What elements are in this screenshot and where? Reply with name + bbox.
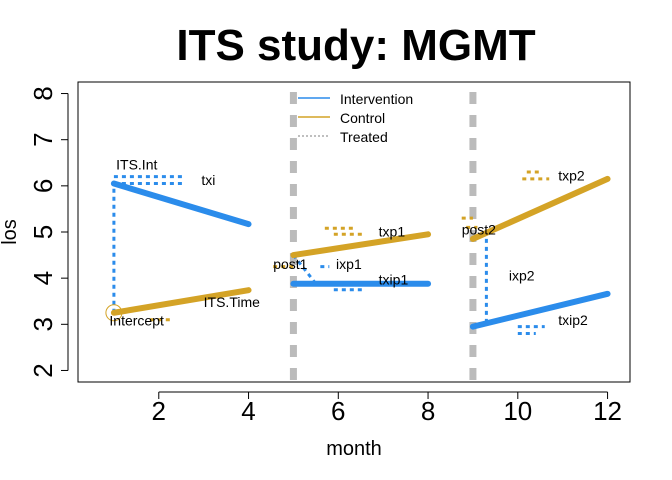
y-axis-label: los [0, 219, 21, 245]
series-lines [110, 175, 611, 330]
annotation-label: ixp2 [509, 267, 535, 283]
x-axis: 2 4 6 8 10 12 [152, 391, 622, 426]
x-tick-label: 10 [503, 396, 532, 426]
chart-title: ITS study: MGMT [176, 21, 535, 70]
effect-connectors [112, 170, 550, 336]
y-tick-label: 7 [28, 132, 58, 146]
annotation-label: ITS.Time [204, 294, 260, 310]
control-segment [110, 287, 252, 316]
x-tick-label: 4 [241, 396, 255, 426]
y-tick-label: 4 [28, 271, 58, 285]
x-tick-label: 6 [331, 396, 345, 426]
control-segment [469, 175, 611, 242]
intervention-segment [110, 180, 252, 228]
annotations: ITS.Int txi Intercept ITS.Time post1 ixp1 txp1… [109, 157, 588, 329]
x-tick-label: 2 [152, 396, 166, 426]
plot-frame [77, 81, 631, 383]
control-segment [290, 231, 432, 259]
annotation-label: txi [201, 172, 215, 188]
y-tick-label: 5 [28, 225, 58, 239]
annotation-label: txip2 [558, 312, 588, 328]
legend: Intervention Control Treated [298, 91, 413, 145]
intervention-segment [469, 290, 611, 330]
annotation-label: post1 [273, 256, 307, 272]
y-tick-label: 6 [28, 179, 58, 193]
y-axis: 2 3 4 5 6 7 8 [28, 86, 69, 378]
intercept-marker-group [105, 304, 123, 322]
x-axis-label: month [326, 438, 382, 460]
annotation-label: ixp1 [336, 256, 362, 272]
annotation-label: txp2 [558, 167, 585, 183]
x-tick-label: 8 [421, 396, 435, 426]
annotation-label: txip1 [379, 272, 409, 288]
ixp1-connector [292, 254, 318, 285]
x-tick-label: 12 [593, 396, 622, 426]
annotation-label: ITS.Int [116, 157, 157, 173]
y-tick-label: 8 [28, 86, 58, 100]
intercept-marker [105, 304, 123, 322]
legend-label-control: Control [340, 110, 385, 126]
legend-label-treated: Treated [340, 129, 388, 145]
annotation-label: txp1 [379, 224, 406, 240]
y-tick-label: 2 [28, 363, 58, 377]
annotation-label: Intercept [109, 313, 164, 329]
legend-label-intervention: Intervention [340, 91, 413, 107]
y-tick-label: 3 [28, 317, 58, 331]
annotation-label: post2 [462, 221, 496, 237]
